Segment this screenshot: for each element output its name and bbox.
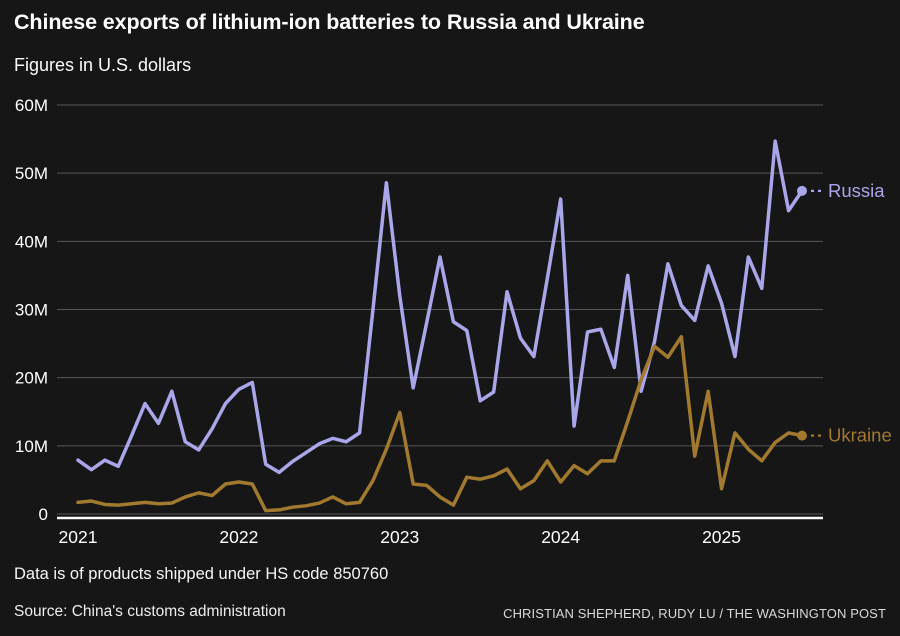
y-tick-label: 10M <box>15 437 48 456</box>
y-tick-label: 20M <box>15 369 48 388</box>
series-label-ukraine: Ukraine <box>828 425 892 446</box>
series-line-ukraine <box>76 335 804 513</box>
y-tick-label: 30M <box>15 301 48 320</box>
series-endpoint-dot-russia <box>797 185 807 196</box>
source-note: Source: China's customs administration <box>14 603 286 620</box>
chart-footnote: Data is of products shipped under HS cod… <box>14 565 389 583</box>
y-tick-label: 40M <box>15 232 48 251</box>
series-line-russia <box>76 139 804 475</box>
byline-credit: CHRISTIAN SHEPHERD, RUDY LU / THE WASHIN… <box>503 606 886 621</box>
chart-subtitle: Figures in U.S. dollars <box>14 55 192 75</box>
series-label-russia: Russia <box>828 180 885 201</box>
x-tick-label: 2025 <box>702 527 741 547</box>
y-tick-label: 0 <box>39 505 48 524</box>
y-tick-label: 50M <box>15 164 48 183</box>
x-tick-label: 2024 <box>541 527 580 547</box>
x-tick-label: 2023 <box>380 527 419 547</box>
y-tick-label: 60M <box>15 96 48 115</box>
chart-title: Chinese exports of lithium-ion batteries… <box>14 10 645 34</box>
x-tick-label: 2022 <box>219 527 258 547</box>
series-endpoint-dot-ukraine <box>797 430 807 441</box>
x-tick-label: 2021 <box>59 527 98 547</box>
